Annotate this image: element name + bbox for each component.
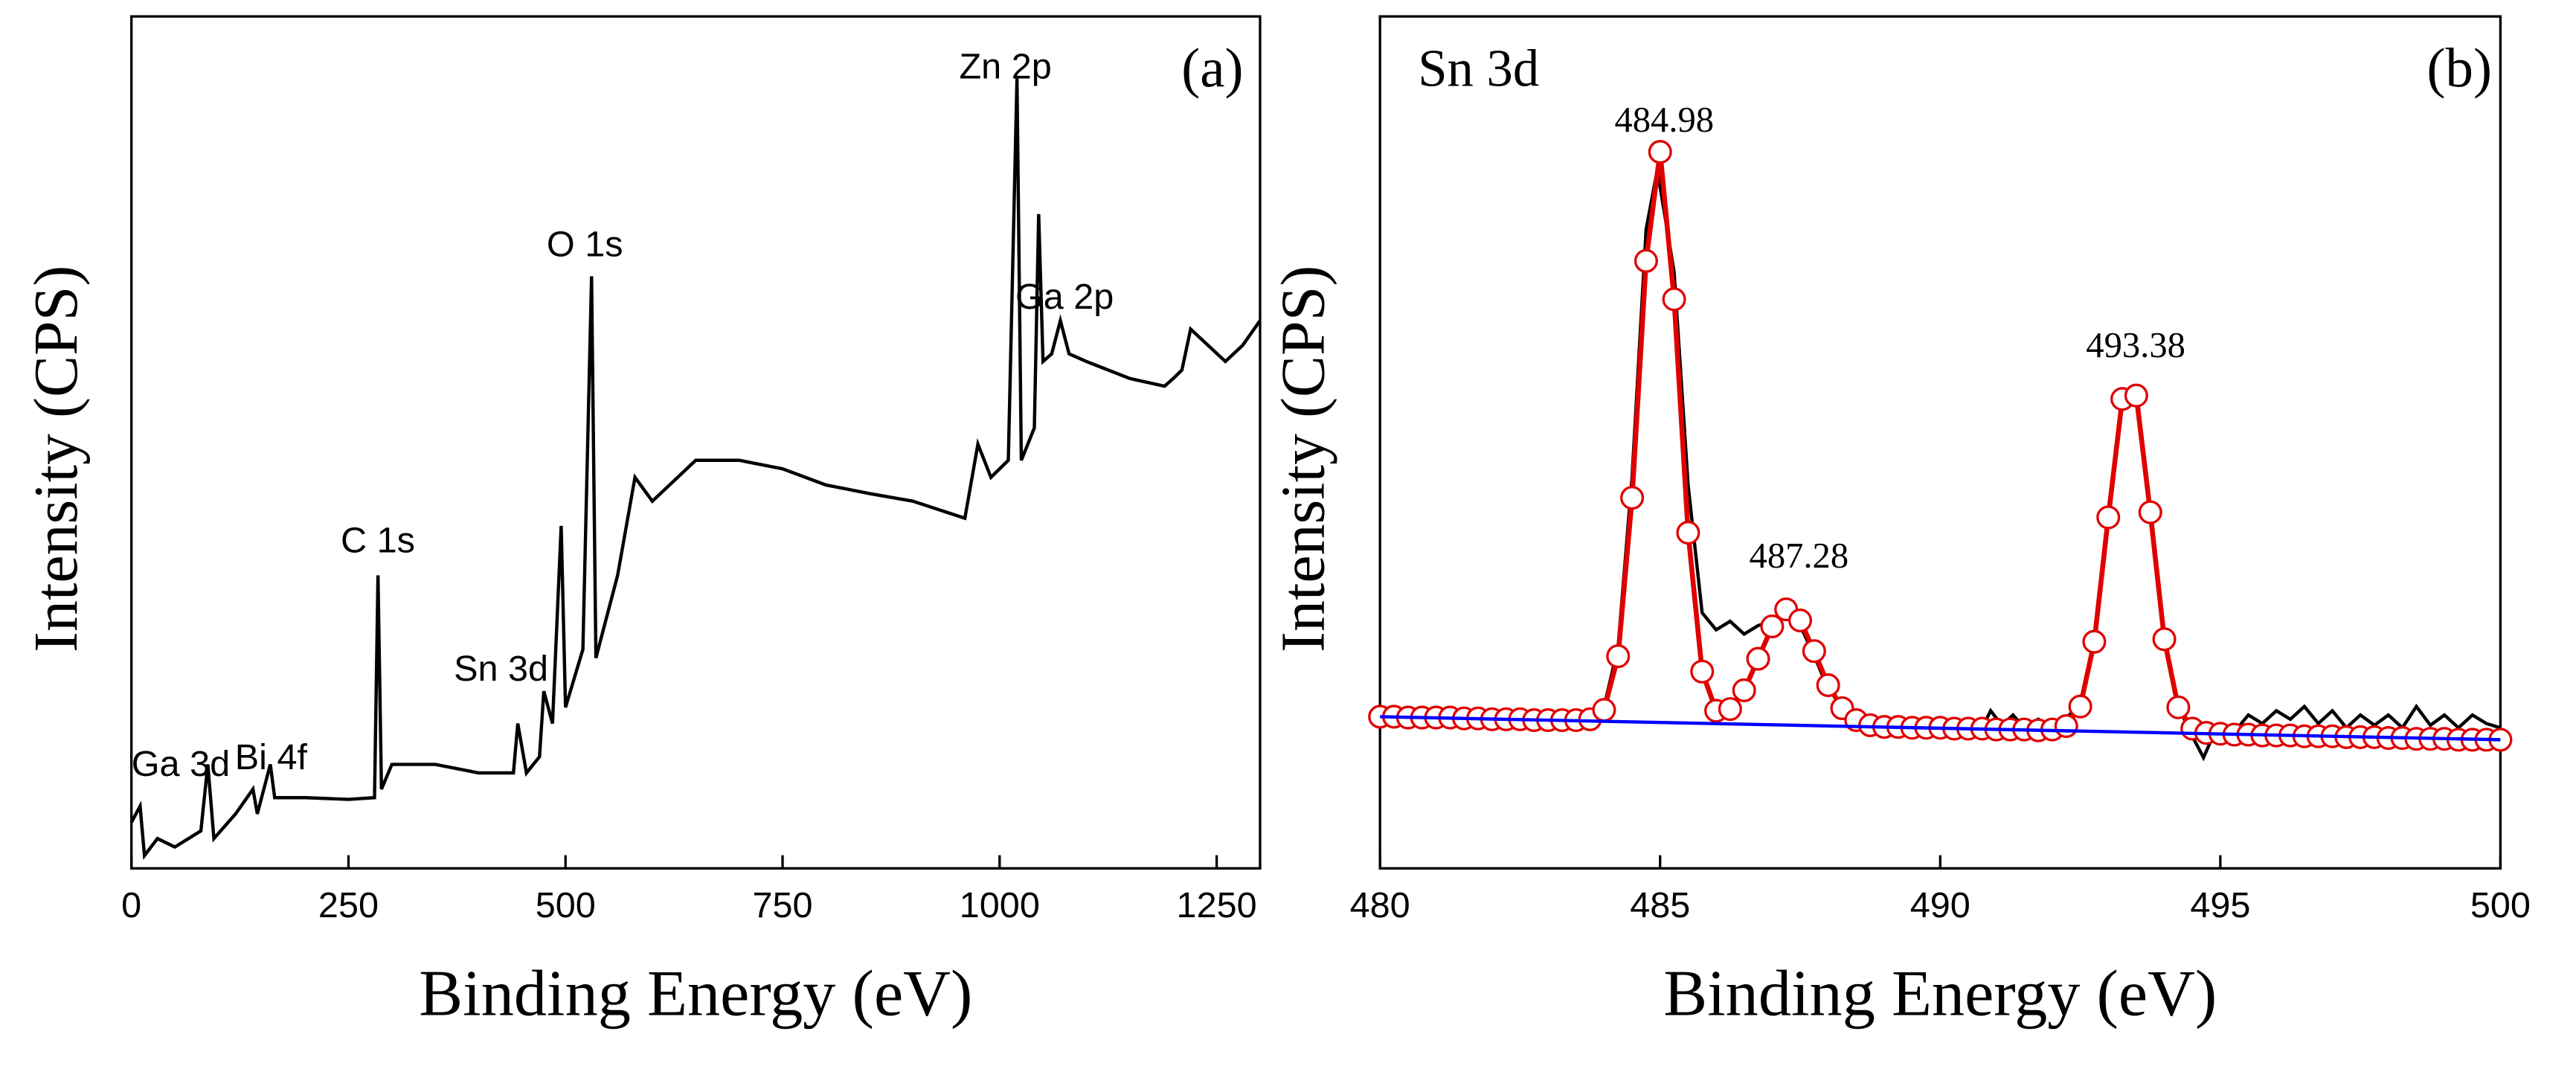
fit-marker	[2096, 505, 2121, 530]
x-axis-label: Binding Energy (eV)	[1663, 957, 2217, 1030]
data-line	[1380, 715, 2501, 742]
fit-marker	[1718, 697, 1742, 722]
fit-marker	[2152, 627, 2177, 652]
fit-marker	[1592, 698, 1616, 722]
annotation: 493.38	[2086, 325, 2185, 365]
annotation: Zn 2p	[960, 47, 1052, 87]
annotation: C 1s	[341, 520, 415, 560]
fit-marker	[1788, 609, 1813, 633]
fit-marker	[2124, 383, 2148, 408]
fit-marker	[1816, 673, 1840, 698]
annotation: Ga 2p	[1015, 277, 1114, 317]
annotation: 487.28	[1750, 536, 1849, 576]
annotation: Bi 4f	[235, 737, 308, 777]
fit-marker	[1648, 140, 1672, 164]
data-line	[1380, 151, 2501, 742]
fit-marker	[1662, 287, 1686, 312]
fit-marker	[1732, 678, 1756, 702]
fit-marker	[1746, 646, 1770, 671]
annotation: 484.98	[1614, 100, 1714, 140]
fit-marker	[1620, 486, 1645, 510]
x-tick-label: 1250	[1177, 885, 1257, 925]
x-tick-label: 495	[2190, 885, 2250, 925]
fit-marker	[2054, 714, 2078, 739]
x-tick-label: 0	[121, 885, 141, 925]
annotation: Ga 3d	[132, 744, 230, 784]
x-tick-label: 750	[752, 885, 812, 925]
annotation: O 1s	[547, 224, 623, 264]
annotation: Sn 3d	[1418, 40, 1539, 98]
panel-label: (a)	[1181, 38, 1243, 100]
x-tick-label: 480	[1350, 885, 1410, 925]
x-tick-label: 485	[1630, 885, 1690, 925]
y-axis-label: Intensity (CPS)	[1269, 266, 1338, 652]
fit-marker	[1760, 614, 1785, 639]
fit-marker	[1676, 521, 1700, 545]
panel-label: (b)	[2426, 38, 2492, 100]
fit-marker	[1606, 644, 1631, 669]
x-tick-label: 500	[2470, 885, 2531, 925]
y-axis-label: Intensity (CPS)	[22, 266, 91, 652]
fit-marker	[2082, 629, 2107, 654]
fit-marker	[1634, 248, 1658, 273]
annotation: Sn 3d	[454, 649, 548, 689]
x-axis-label: Binding Energy (eV)	[419, 957, 972, 1030]
x-tick-label: 1000	[960, 885, 1040, 925]
fit-marker	[1802, 639, 1826, 664]
x-tick-label: 250	[318, 885, 379, 925]
x-tick-label: 500	[536, 885, 596, 925]
plot-frame	[130, 15, 1262, 870]
fit-marker	[1690, 659, 1715, 684]
data-line	[1380, 169, 2502, 762]
fit-marker	[2138, 500, 2162, 524]
fit-marker	[2166, 695, 2191, 719]
fit-marker	[2068, 694, 2092, 719]
x-tick-label: 490	[1910, 885, 1970, 925]
data-line	[129, 78, 1262, 860]
